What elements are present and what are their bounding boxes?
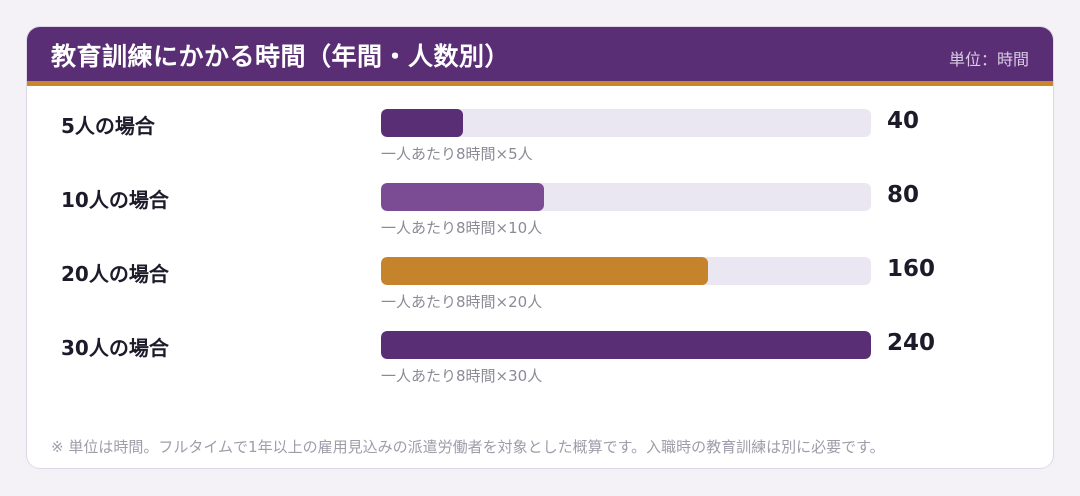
chart-header: 教育訓練にかかる時間（年間・人数別） 単位：時間 [27,27,1053,86]
bar-sublabel: 一人あたり8時間×30人 [381,367,543,385]
bar-track [381,109,871,137]
chart-card: 教育訓練にかかる時間（年間・人数別） 単位：時間 5人の場合 40 一人あたり8時間… [26,26,1054,469]
bar-sublabel: 一人あたり8時間×20人 [381,293,543,311]
bar-category-label: 10人の場合 [61,188,169,212]
bar-value-label: 160 [887,256,936,282]
bar-value-label: 80 [887,182,920,208]
bar [381,331,871,359]
bar-category-label: 30人の場合 [61,336,169,360]
bar-value-label: 40 [887,108,920,134]
bar-category-label: 5人の場合 [61,114,155,138]
bar [381,109,463,137]
bar [381,183,545,211]
unit-label: 単位：時間 [948,50,1029,69]
bar-sublabel: 一人あたり8時間×5人 [381,145,533,163]
bar-track [381,183,871,211]
footnote: ※ 単位は時間。フルタイムで1年以上の雇用見込みの派遣労働者を対象とした概算です… [51,438,885,456]
bar-value-label: 240 [887,330,936,356]
bar-sublabel: 一人あたり8時間×10人 [381,219,543,237]
bar-track [381,331,871,359]
bar [381,257,708,285]
bar-category-label: 20人の場合 [61,262,169,286]
bar-rows: 5人の場合 40 一人あたり8時間×5人 10人の場合 80 一人あたり8時間×10人 20… [27,27,1053,468]
chart-title: 教育訓練にかかる時間（年間・人数別） [51,42,511,71]
bar-track [381,257,871,285]
